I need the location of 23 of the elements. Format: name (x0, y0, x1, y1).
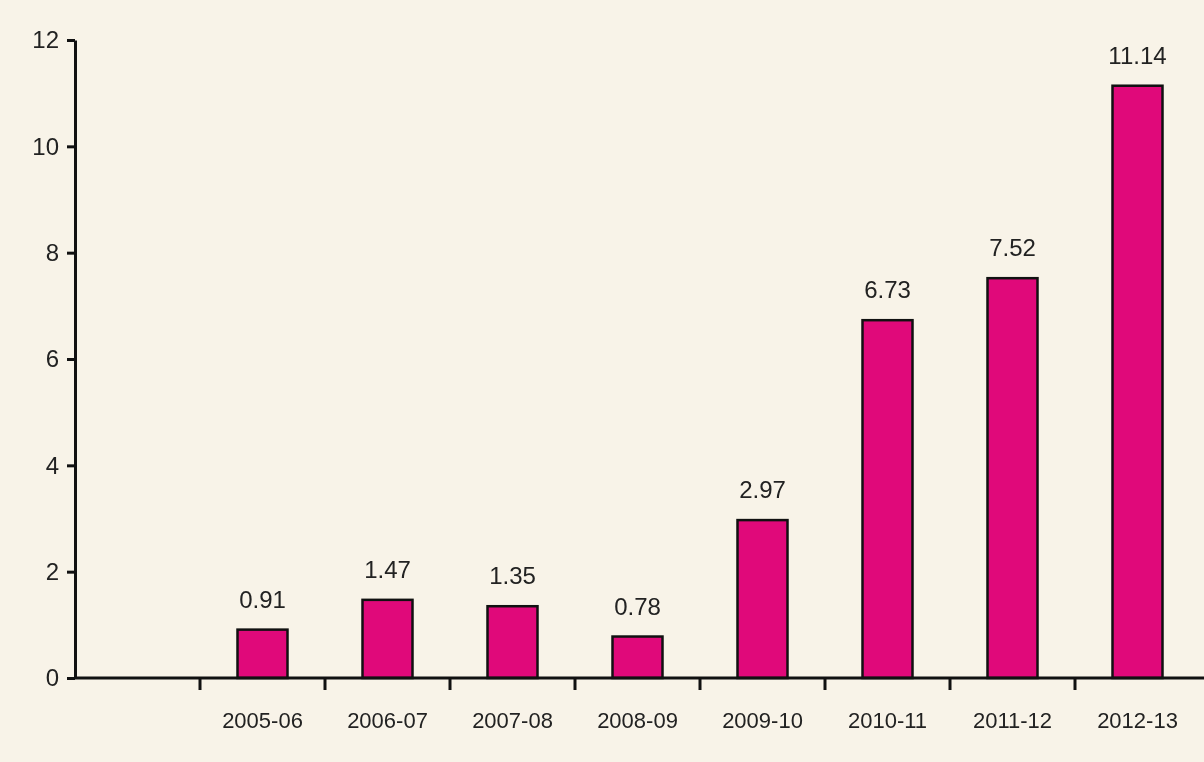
data-label: 11.14 (1108, 41, 1167, 69)
data-label: 7.52 (989, 234, 1036, 262)
y-tick-label: 12 (32, 26, 59, 54)
y-tick-label: 4 (45, 451, 59, 479)
x-tick-label: 2009-10 (722, 708, 803, 733)
x-tick-label: 2008-09 (597, 708, 678, 733)
x-tick-label: 2007-08 (472, 708, 553, 733)
y-tick-label: 0 (45, 664, 59, 692)
x-tick-label: 2011-12 (972, 708, 1053, 733)
data-label: 1.35 (489, 562, 536, 590)
y-tick-label: 8 (45, 238, 59, 266)
data-label: 0.78 (614, 592, 661, 620)
x-tick-label: 2005-06 (222, 708, 303, 733)
data-label: 6.73 (864, 276, 911, 304)
y-tick-label: 2 (45, 557, 59, 585)
data-label: 1.47 (364, 555, 411, 583)
x-tick-label: 2010-11 (847, 708, 928, 733)
data-label: 0.91 (239, 585, 286, 613)
y-tick-label: 10 (32, 132, 59, 160)
y-tick-label: 6 (45, 345, 59, 373)
x-tick-label: 2012-13 (1097, 708, 1178, 733)
x-tick-label: 2006-07 (347, 708, 428, 733)
data-label: 2.97 (739, 476, 786, 504)
